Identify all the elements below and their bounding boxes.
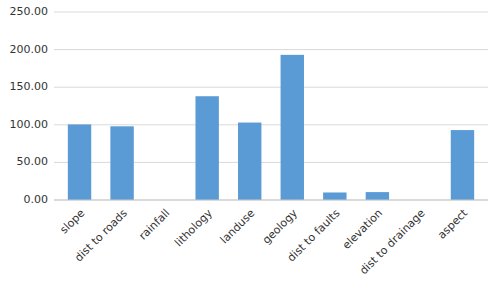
x-tick-label: dist to roads bbox=[72, 206, 130, 264]
bar bbox=[68, 124, 91, 200]
y-axis: 0.00 50.00 100.00 150.00 200.00 250.00 bbox=[10, 5, 49, 206]
chart-container: 0.0050.00100.00150.00200.00250.00slopedi… bbox=[0, 0, 500, 292]
y-tick-label: 0.00 bbox=[24, 193, 49, 206]
x-axis: slopedist to roadsrainfalllithologylandu… bbox=[57, 206, 470, 277]
x-tick-label: landuse bbox=[218, 206, 258, 246]
x-axis-line bbox=[54, 200, 488, 201]
x-tick-label: rainfall bbox=[136, 207, 172, 243]
bar bbox=[281, 55, 304, 200]
bar bbox=[238, 123, 261, 200]
x-tick-label: dist to drainage bbox=[357, 206, 428, 277]
bar bbox=[323, 192, 346, 200]
bars bbox=[68, 55, 474, 200]
grid-line bbox=[54, 87, 488, 88]
bar bbox=[110, 126, 133, 200]
x-tick-label: dist to faults bbox=[285, 206, 343, 264]
grid bbox=[54, 12, 488, 200]
x-tick-label: elevation bbox=[340, 207, 385, 252]
bar bbox=[366, 192, 389, 200]
x-tick-label: aspect bbox=[435, 206, 471, 242]
y-tick-label: 250.00 bbox=[10, 5, 49, 18]
x-tick-label: lithology bbox=[172, 206, 215, 249]
x-tick-label: slope bbox=[57, 206, 87, 236]
x-tick-label: geology bbox=[260, 206, 300, 246]
grid-line bbox=[54, 12, 488, 13]
bar bbox=[195, 96, 218, 200]
bar bbox=[451, 130, 474, 200]
y-tick-label: 50.00 bbox=[17, 155, 49, 168]
y-tick-label: 150.00 bbox=[10, 80, 49, 93]
chart: 0.0050.00100.00150.00200.00250.00slopedi… bbox=[0, 0, 500, 292]
grid-line bbox=[54, 124, 488, 125]
grid-line bbox=[54, 200, 488, 201]
y-tick-label: 100.00 bbox=[10, 118, 49, 131]
y-tick-label: 200.00 bbox=[10, 43, 49, 56]
grid-line bbox=[54, 49, 488, 50]
